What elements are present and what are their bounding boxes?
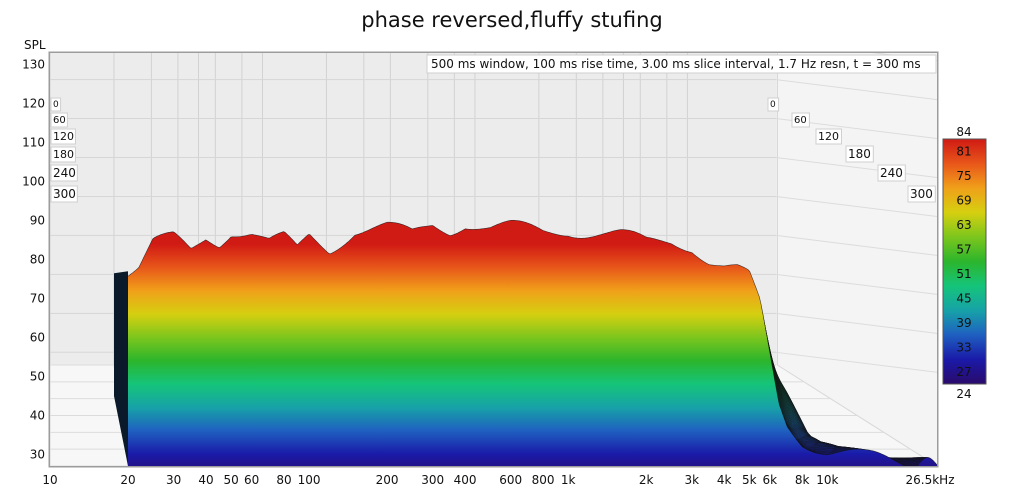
y-tick-label: 70 <box>30 291 45 305</box>
time-label-box <box>50 164 78 182</box>
x-tick-labels: 10 20 30 40 50 60 80 100 200 300 400 600 800 1k 2k 3k 4k… <box>42 473 954 487</box>
y-tick-label: 90 <box>30 214 45 228</box>
time-labels-left: 0 60 120 180 240 300 <box>50 97 78 203</box>
slice-line <box>127 220 906 466</box>
colorbar-tick-labels: 81 75 69 63 57 51 45 39 33 27 <box>956 144 971 379</box>
time-label-box <box>50 146 76 163</box>
time-label: 180 <box>848 147 871 161</box>
x-tick-label: 800 <box>532 473 555 487</box>
surface-side-face <box>114 271 129 466</box>
colorbar-tick-label: 39 <box>956 316 971 330</box>
time-label: 300 <box>910 187 933 201</box>
colorbar-tick-label: 75 <box>956 169 971 183</box>
x-tick-label: 30 <box>166 473 181 487</box>
x-tick-label: 400 <box>454 473 477 487</box>
info-box <box>426 54 937 74</box>
x-tick-label: 60 <box>244 473 259 487</box>
colorbar-tick-label: 51 <box>956 267 971 281</box>
x-tick-label: 40 <box>198 473 213 487</box>
x-tick-label: 10k <box>816 473 838 487</box>
x-tick-label: 8k <box>795 473 810 487</box>
time-label-box <box>50 97 62 112</box>
time-labels-right: 0 60 120 180 240 300 <box>767 97 936 203</box>
colorbar-tick-label: 69 <box>956 193 971 207</box>
time-label: 120 <box>818 130 839 143</box>
x-tick-label: 6k <box>763 473 778 487</box>
colorbar-max-label: 84 <box>956 125 971 139</box>
time-label: 180 <box>53 148 74 161</box>
time-label: 240 <box>53 166 76 180</box>
time-label: 240 <box>880 166 903 180</box>
y-tick-label: 30 <box>30 447 45 461</box>
x-tick-label: 26.5kHz <box>906 473 955 487</box>
y-tick-labels: 30 40 50 60 70 80 90 100 110 120 130 <box>22 58 45 462</box>
waterfall-surface <box>114 220 937 466</box>
time-label-box <box>50 185 78 203</box>
colorbar-tick-label: 45 <box>956 291 971 305</box>
x-tick-label: 200 <box>376 473 399 487</box>
time-label-box <box>877 164 906 182</box>
colorbar-tick-label: 33 <box>956 340 971 354</box>
time-label-box <box>50 128 76 145</box>
colorbar-tick-label: 63 <box>956 218 971 232</box>
x-tick-label: 20 <box>120 473 135 487</box>
slice-fill <box>128 220 906 466</box>
colorbar-tick-label: 81 <box>956 144 971 158</box>
chart-title: phase reversed,fluffy stufing <box>361 8 662 32</box>
y-tick-label: 40 <box>30 408 45 422</box>
y-tick-label: 60 <box>30 330 45 344</box>
time-label-box <box>50 112 68 128</box>
x-tick-label: 600 <box>499 473 522 487</box>
time-label: 60 <box>794 115 807 126</box>
time-label-box <box>845 145 874 163</box>
x-tick-label: 1k <box>561 473 576 487</box>
y-tick-label: 50 <box>30 369 45 383</box>
x-tick-label: 5k <box>742 473 757 487</box>
time-label: 0 <box>770 100 776 110</box>
colorbar <box>942 138 987 385</box>
info-text: 500 ms window, 100 ms rise time, 3.00 ms… <box>431 57 921 71</box>
time-label-box <box>767 97 780 112</box>
time-label: 60 <box>53 115 66 126</box>
time-label-box <box>907 185 936 203</box>
time-label: 0 <box>53 100 59 110</box>
time-label-box <box>815 128 842 145</box>
x-tick-label: 4k <box>717 473 732 487</box>
x-tick-label: 50 <box>223 473 238 487</box>
time-label-box <box>791 112 810 128</box>
y-tick-label: 130 <box>22 58 45 72</box>
x-tick-label: 10 <box>42 473 57 487</box>
x-tick-label: 100 <box>298 473 321 487</box>
y-axis-label: SPL <box>24 38 46 52</box>
colorbar-min-label: 24 <box>956 387 971 401</box>
colorbar-tick-label: 57 <box>956 242 971 256</box>
x-tick-label: 80 <box>276 473 291 487</box>
y-tick-label: 120 <box>22 97 45 111</box>
y-tick-label: 80 <box>30 253 45 267</box>
colorbar-tick-label: 27 <box>956 365 971 379</box>
x-tick-label: 2k <box>639 473 654 487</box>
time-label: 120 <box>53 130 74 143</box>
time-label: 300 <box>53 187 76 201</box>
y-tick-label: 110 <box>22 136 45 150</box>
x-tick-label: 3k <box>685 473 700 487</box>
x-tick-label: 300 <box>421 473 444 487</box>
y-tick-label: 100 <box>22 175 45 189</box>
